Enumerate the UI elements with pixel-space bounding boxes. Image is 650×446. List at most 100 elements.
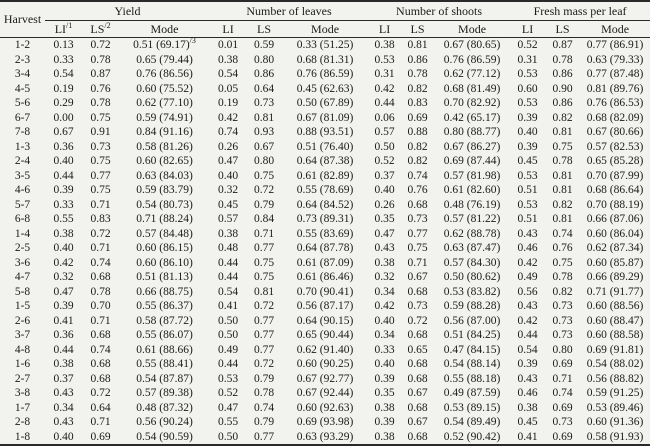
mode-cell: 0.70 (82.92) — [443, 97, 501, 109]
harvest-cell: 4-5 — [14, 82, 31, 95]
mode-cell: 0.53 (89.15) — [443, 401, 501, 414]
li-cell: 0.51 — [517, 184, 538, 196]
table-row: 1-8 0.40 0.69 0.54 (90.59) 0.50 0.77 0.63 (93.… — [0, 430, 650, 446]
mode-cell: 0.60 (85.87) — [586, 256, 644, 269]
ls-cell: 0.74 — [90, 343, 111, 356]
ls-cell: 0.75 — [253, 169, 275, 182]
table-row: 5-7 0.33 0.71 0.54 (80.73) 0.45 0.79 0.64 (84.… — [0, 198, 650, 213]
mode-cell: 0.60 (82.65) — [136, 155, 193, 167]
li-cell: 0.33 — [374, 343, 395, 356]
subcolumn-header: LI — [210, 20, 247, 38]
ls-cell: 0.73 — [407, 213, 428, 225]
table-row: 3-8 0.43 0.72 0.57 (89.38) 0.52 0.78 0.67 (92.… — [0, 386, 650, 401]
harvest-cell: 4-7 — [14, 271, 31, 283]
li-cell: 0.53 — [517, 68, 538, 80]
mode-cell: 0.62 (91.40) — [296, 343, 354, 356]
harvest-cell: 3-4 — [14, 68, 31, 80]
li-cell: 0.43 — [517, 300, 538, 312]
ls-cell: 0.78 — [552, 155, 573, 167]
li-cell: 0.29 — [53, 97, 74, 109]
mode-cell: 0.55 (86.07) — [136, 329, 193, 341]
ls-cell: 0.69 — [552, 358, 573, 370]
li-cell: 0.38 — [374, 401, 395, 414]
table-row: 3-4 0.54 0.87 0.76 (86.56) 0.54 0.86 0.76 (86.… — [0, 67, 650, 82]
ls-cell: 0.71 — [552, 372, 573, 385]
li-cell: 0.50 — [217, 314, 239, 327]
mode-cell: 0.60 (88.56) — [586, 300, 644, 312]
ls-cell: 0.75 — [90, 111, 111, 124]
mode-cell: 0.61 (88.66) — [136, 343, 193, 356]
mode-cell: 0.66 (88.75) — [136, 285, 193, 298]
mode-cell: 0.60 (90.25) — [296, 358, 354, 370]
group-header-fresh-mass-per-leaf: Fresh mass per leaf — [510, 1, 650, 21]
mode-cell: 0.51 (81.13) — [136, 271, 193, 283]
ls-cell: 0.81 — [253, 111, 275, 124]
mode-cell: 0.53 (89.46) — [586, 401, 644, 414]
ls-cell: 0.68 — [407, 358, 428, 370]
harvest-cell: 5-8 — [14, 285, 31, 298]
subcolumn-header: Mode — [119, 20, 211, 38]
mode-cell: 0.76 (86.59) — [296, 68, 354, 80]
li-cell: 0.46 — [517, 242, 538, 254]
mode-cell: 0.51 (69.17)/3 — [133, 37, 196, 52]
harvest-cell: 1-2 — [14, 39, 31, 51]
li-cell: 0.40 — [217, 169, 239, 182]
ls-cell: 0.79 — [253, 416, 275, 428]
ls-cell: 0.64 — [253, 82, 275, 95]
li-cell: 0.47 — [53, 285, 74, 298]
table-row: 2-3 0.33 0.78 0.65 (79.44) 0.38 0.80 0.68 (81.… — [0, 53, 650, 68]
li-cell: 0.60 — [517, 82, 538, 95]
li-cell: 0.43 — [517, 372, 538, 385]
li-cell: 0.55 — [217, 416, 239, 428]
li-cell: 0.45 — [217, 198, 239, 211]
li-cell: 0.42 — [517, 256, 538, 269]
table-row: 3-5 0.44 0.77 0.63 (84.03) 0.40 0.75 0.61 (82.… — [0, 169, 650, 184]
ls-cell: 0.88 — [407, 126, 428, 138]
li-cell: 0.44 — [53, 169, 74, 182]
ls-cell: 0.81 — [253, 285, 275, 298]
harvest-cell: 2-3 — [14, 53, 31, 66]
li-cell: 0.54 — [217, 68, 239, 80]
mode-cell: 0.54 (88.14) — [443, 358, 501, 370]
harvest-cell: 3-7 — [14, 329, 31, 341]
harvest-cell: 1-6 — [14, 358, 31, 370]
ls-cell: 0.72 — [90, 227, 111, 240]
li-cell: 0.39 — [517, 358, 538, 370]
harvest-cell: 2-4 — [14, 155, 31, 167]
mode-cell: 0.77 (87.48) — [586, 68, 644, 80]
li-cell: 0.50 — [217, 430, 239, 443]
mode-cell: 0.60 (86.04) — [586, 227, 644, 240]
mode-cell: 0.59 (83.79) — [136, 184, 193, 196]
ls-cell: 0.67 — [407, 387, 428, 399]
ls-cell: 0.77 — [407, 227, 428, 240]
harvest-cell: 2-7 — [14, 372, 31, 385]
ls-cell: 0.93 — [253, 126, 275, 138]
ls-cell: 0.69 — [552, 401, 573, 414]
ls-cell: 0.79 — [253, 198, 275, 211]
harvest-cell: 4-6 — [14, 184, 31, 196]
mode-cell: 0.60 (86.15) — [136, 242, 193, 254]
ls-cell: 0.68 — [407, 430, 428, 443]
mode-cell: 0.69 (93.98) — [296, 416, 354, 428]
table-row: 7-8 0.67 0.91 0.84 (91.16) 0.74 0.93 0.88 (93.… — [0, 125, 650, 140]
mode-cell: 0.54 (89.49) — [443, 416, 501, 428]
ls-cell: 0.82 — [552, 111, 573, 124]
ls-cell: 0.67 — [407, 416, 428, 428]
ls-cell: 0.77 — [90, 169, 111, 182]
ls-cell: 0.75 — [407, 242, 428, 254]
mode-cell: 0.88 (93.51) — [296, 126, 354, 138]
li-cell: 0.06 — [374, 111, 395, 124]
mode-cell: 0.61 (86.46) — [296, 271, 354, 283]
li-cell: 0.44 — [217, 271, 239, 283]
ls-cell: 0.73 — [552, 314, 573, 327]
mode-cell: 0.60 (75.52) — [136, 82, 193, 95]
li-cell: 0.50 — [217, 329, 239, 341]
table-row: 1-5 0.39 0.70 0.55 (86.37) 0.41 0.72 0.56 (87.… — [0, 299, 650, 314]
li-cell: 0.52 — [217, 387, 239, 399]
li-cell: 0.38 — [517, 401, 538, 414]
subcolumn-header: Mode — [282, 20, 369, 38]
li-cell: 0.54 — [217, 285, 239, 298]
mode-cell: 0.71 (91.77) — [586, 285, 644, 298]
harvest-cell: 1-7 — [14, 401, 31, 414]
li-cell: 0.37 — [374, 169, 395, 182]
